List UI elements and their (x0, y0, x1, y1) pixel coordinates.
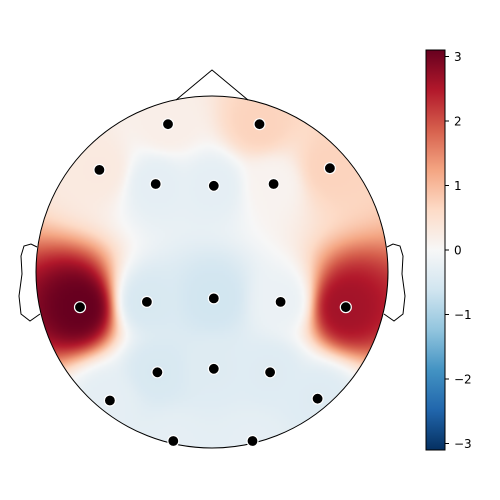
colorbar-tick-label-0: 3 (454, 50, 462, 64)
topomap-field (36, 96, 388, 448)
sensor-marker-6 (267, 177, 280, 191)
colorbar-tick-label-6: −3 (454, 437, 472, 451)
sensor-marker-17 (311, 392, 324, 405)
colorbar-tick-label-5: −2 (454, 373, 472, 387)
sensor-marker-7 (323, 162, 336, 175)
head-outline (35, 95, 389, 449)
sensor-marker-2 (253, 118, 266, 131)
colorbar-tick-label-3: 0 (454, 244, 462, 258)
colorbar (425, 49, 446, 451)
nose-outline (175, 69, 249, 101)
sensor-marker-19 (246, 434, 259, 448)
sensor-marker-3 (93, 163, 106, 176)
sensor-marker-13 (151, 366, 164, 379)
sensor-marker-12 (339, 301, 352, 314)
colorbar-ticks: 3 2 1 0 −1 −2 −3 (445, 50, 472, 451)
sensor-marker-9 (140, 295, 153, 308)
sensor-marker-15 (264, 366, 277, 379)
colorbar-tick-label-2: 1 (454, 179, 462, 193)
sensor-marker-11 (274, 295, 287, 308)
sensor-marker-4 (149, 177, 162, 191)
sensor-marker-16 (103, 394, 117, 407)
sensor-marker-8 (73, 301, 87, 314)
right-ear-outline (383, 243, 406, 322)
sensor-marker-5 (207, 179, 220, 192)
sensor-marker-14 (207, 362, 220, 375)
left-ear-outline (18, 243, 41, 322)
sensor-marker-1 (161, 118, 175, 131)
colorbar-tick-label-1: 2 (454, 115, 462, 129)
colorbar-tick-label-4: −1 (454, 308, 472, 322)
sensor-marker-10 (207, 292, 220, 305)
sensor-marker-18 (167, 434, 180, 448)
sensor-markers (73, 118, 352, 448)
